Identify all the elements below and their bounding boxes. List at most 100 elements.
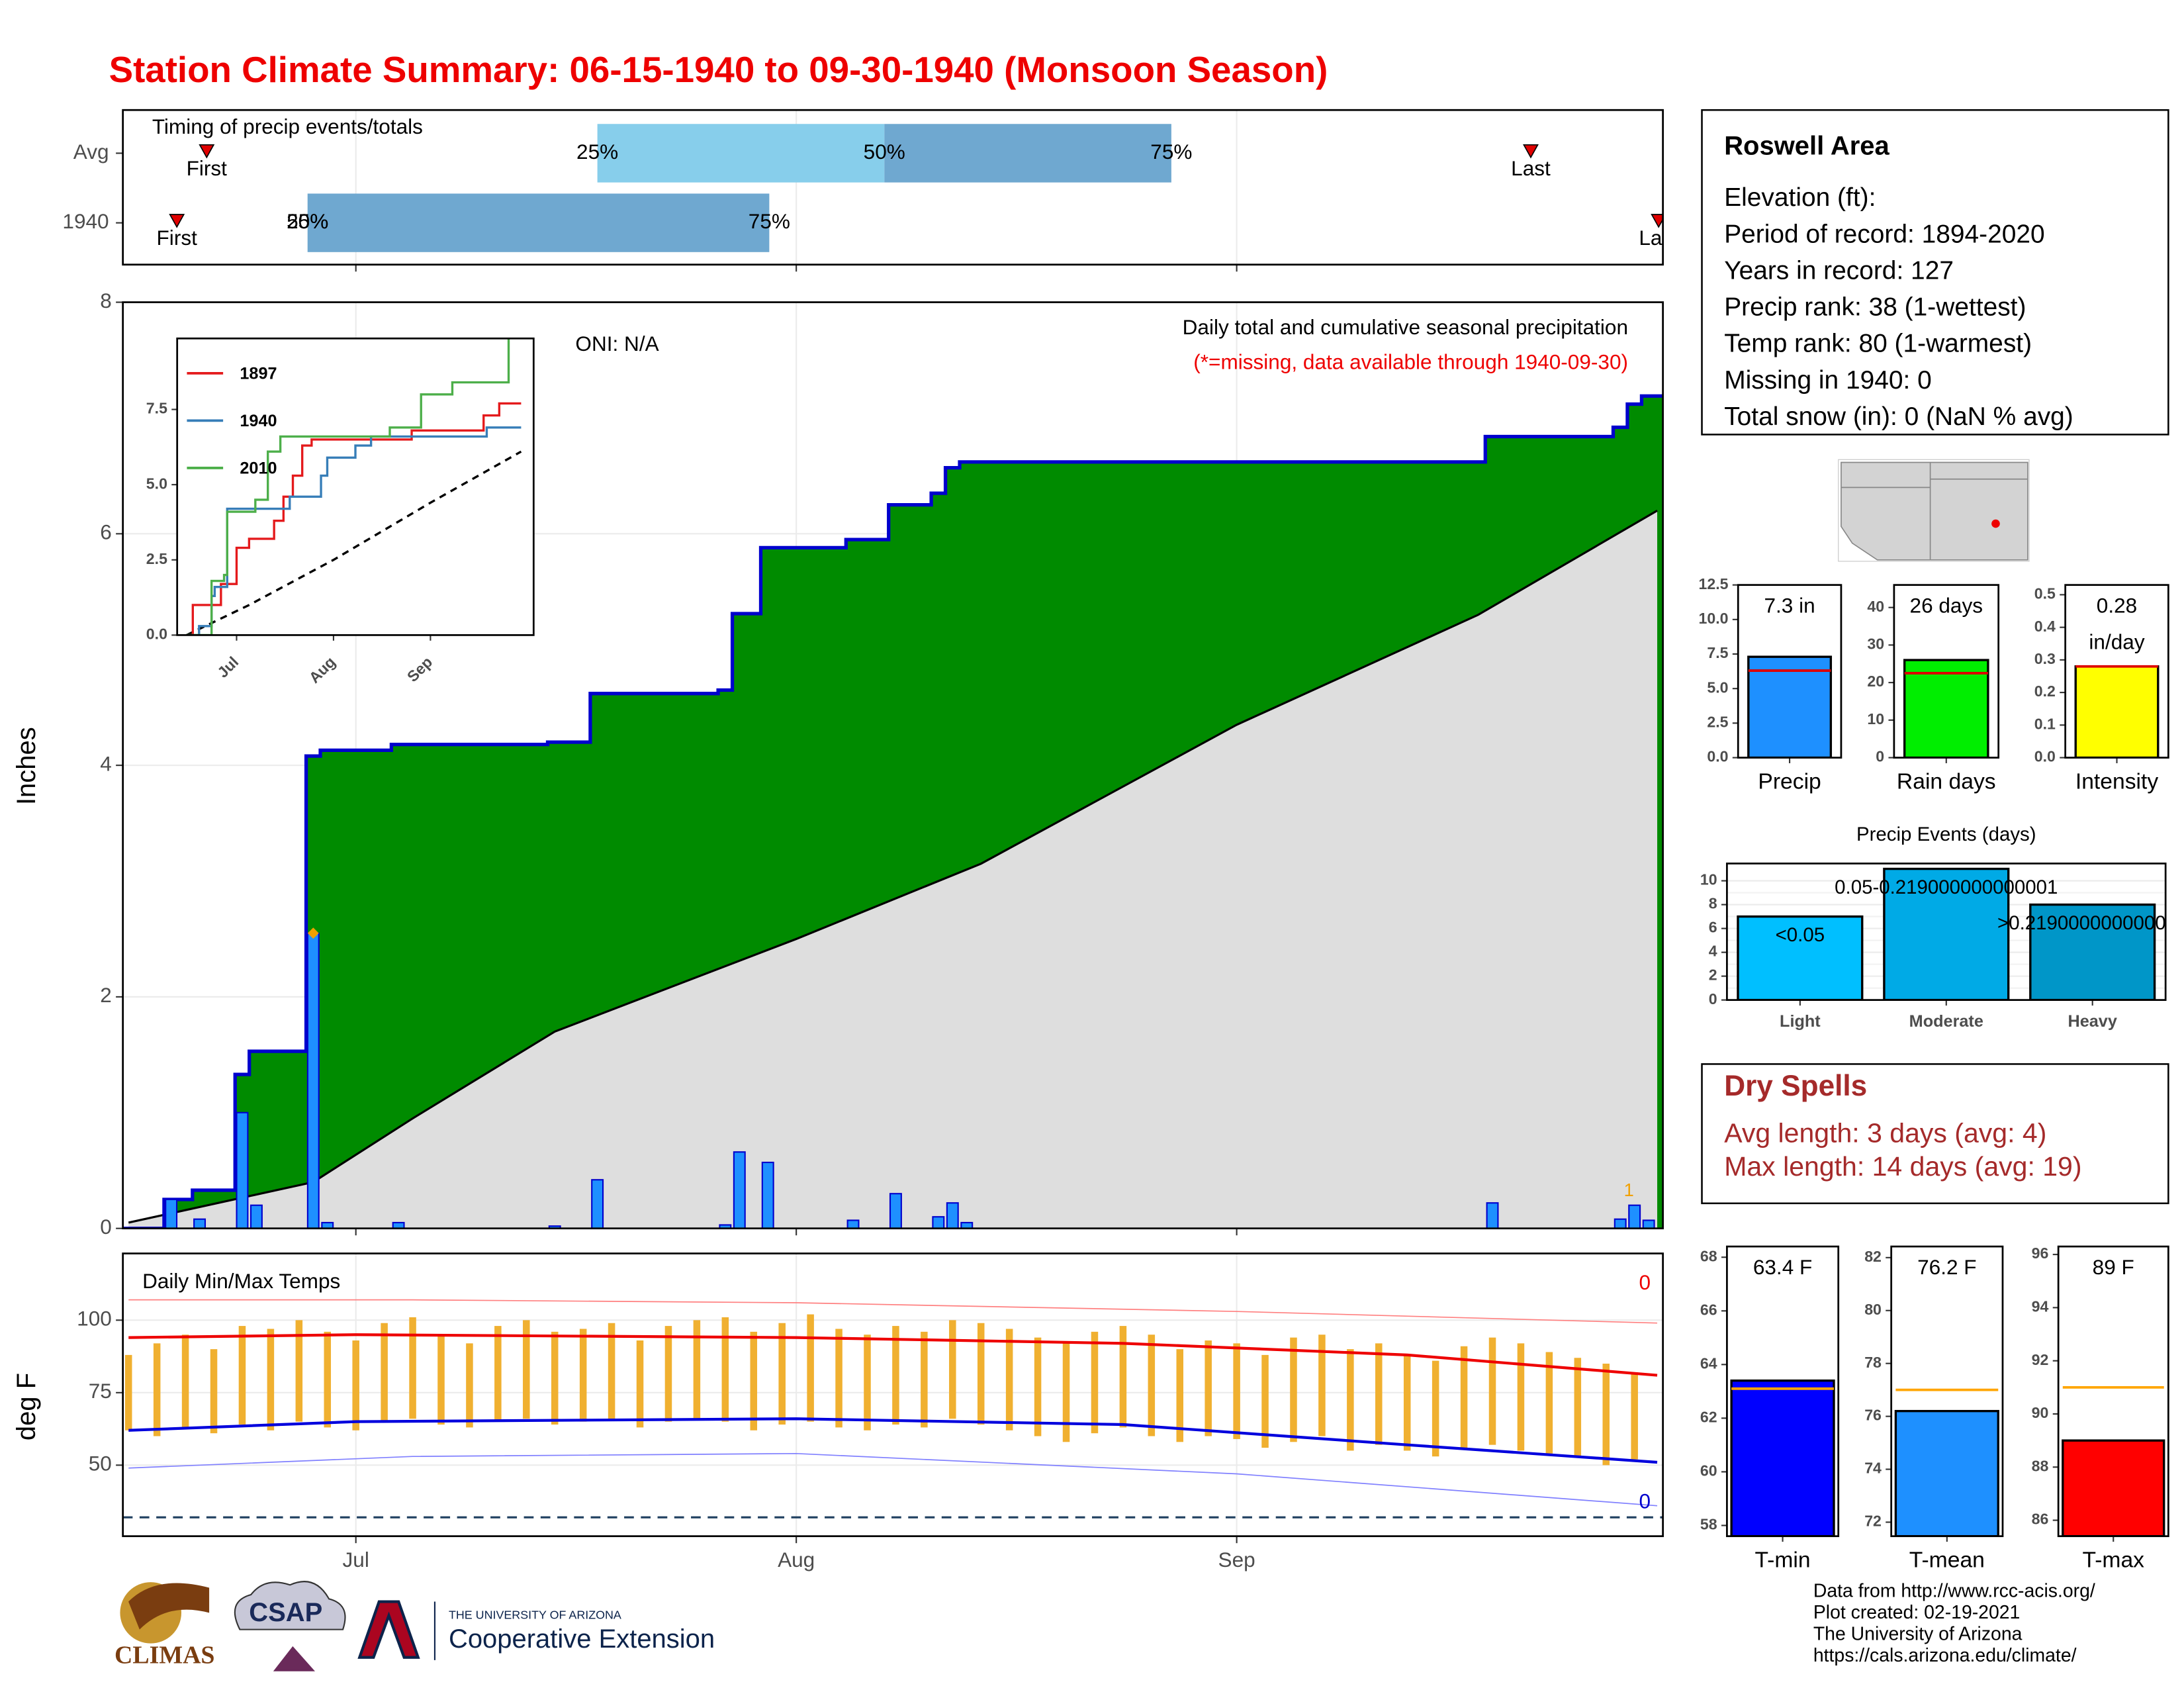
y-tick-label: 82: [1864, 1248, 1882, 1265]
max-marker: [307, 927, 319, 939]
series-line: [186, 402, 522, 635]
x-tick-label: Intensity: [2075, 769, 2159, 794]
daily-bar: [1642, 1219, 1655, 1229]
temp-bar: [551, 1331, 559, 1425]
temp-bar: [324, 1331, 332, 1428]
percent-label: 75%: [1150, 140, 1192, 164]
text-line: Missing in 1940: 0: [1724, 366, 1932, 395]
text-line: Years in record: 127: [1724, 256, 1954, 285]
plot-area: 0.28 in/day: [2074, 594, 2160, 758]
temp-bar: [153, 1343, 161, 1436]
logos: CLIMAS CSAP THE UNIVERSITY OF ARIZONA Co…: [114, 1581, 715, 1671]
daily-bar: [1614, 1218, 1627, 1229]
temp-bar: [892, 1326, 899, 1425]
chart-title: Precip Events (days): [1856, 823, 2036, 845]
bar: [1883, 867, 2010, 1000]
text-line: Period of record: 1894-2020: [1724, 220, 2045, 248]
dry-spells-lines: Avg length: 3 days (avg: 4)Max length: 1…: [1724, 1118, 2081, 1182]
climas-emblem: [128, 1583, 210, 1630]
bar: [2029, 903, 2156, 1000]
normal-min-line: [128, 1417, 1658, 1464]
temp-bar: [1347, 1349, 1354, 1451]
y-tick-label: 12.5: [1698, 575, 1728, 592]
panel-border: [122, 1252, 1664, 1538]
temp-bar: [1233, 1343, 1240, 1439]
panel-border: [176, 337, 535, 636]
y-tick-label: 86: [2032, 1511, 2049, 1528]
annotation: (*=missing, data available through 1940-…: [1193, 350, 1628, 373]
flag-label: 1: [1624, 1180, 1634, 1200]
map-states: [1841, 461, 2028, 561]
climas-logo: CLIMAS: [114, 1641, 214, 1669]
temp-bar: [352, 1340, 359, 1430]
daily-bar: [846, 1219, 860, 1229]
temp-bar: [664, 1326, 672, 1422]
annotation: 0: [1639, 1489, 1651, 1513]
record-low-line: [128, 1452, 1658, 1507]
y-tick-label: 0.0: [1707, 748, 1728, 765]
y-tick-label: 0: [100, 1215, 112, 1239]
y-tick-label: 0.0: [2034, 748, 2056, 765]
y-tick-label: 75: [89, 1379, 112, 1403]
temp-bar: [636, 1340, 644, 1428]
y-tick-label: 0: [1709, 990, 1717, 1008]
y-tick-label: 8: [1709, 895, 1717, 912]
text-line: https://cals.arizona.edu/climate/: [1813, 1645, 2077, 1666]
marker-label: First: [157, 226, 198, 250]
percent-label: 75%: [749, 209, 790, 233]
bar: [1903, 659, 1989, 758]
y-tick-label: 4: [1709, 943, 1717, 960]
text-line: Total snow (in): 0 (NaN % avg): [1724, 402, 2073, 431]
temp-bar: [1545, 1352, 1553, 1454]
y-tick-label: 80: [1864, 1301, 1882, 1318]
y-tick-label: 58: [1700, 1516, 1717, 1533]
value-label: >0.219000000000000: [1997, 912, 2184, 934]
timing-marker: [1523, 144, 1539, 159]
panel-title: Timing of precip events/totals: [152, 115, 423, 138]
y-tick-label: 0.0: [146, 626, 167, 643]
temp-bar: [267, 1329, 275, 1430]
plot-area: <0.05 0.05-0.219000000000001 >0.2190000000…: [1737, 867, 2184, 1000]
percent-label: 50%: [864, 140, 905, 164]
daily-bar: [1486, 1202, 1499, 1229]
temp-bar: [693, 1320, 701, 1419]
y-tick-label: 5.0: [1707, 679, 1728, 696]
extension-name: Cooperative Extension: [449, 1624, 715, 1654]
daily-bar: [392, 1221, 405, 1229]
temp-bar: [1403, 1354, 1411, 1451]
value-label: 0.28: [2097, 594, 2137, 618]
y-tick-label: 94: [2032, 1297, 2049, 1315]
temp-bar: [807, 1314, 814, 1422]
y-tick-label: 92: [2032, 1351, 2049, 1368]
y-tick-label: 4: [100, 751, 112, 775]
value-label: 26 days: [1910, 594, 1983, 618]
temp-bar: [1148, 1335, 1156, 1436]
temp-bar: [381, 1323, 388, 1422]
ua-logo: [357, 1600, 420, 1659]
y-tick-label: 78: [1864, 1354, 1882, 1371]
y-tick-label: 7.5: [146, 400, 167, 417]
daily-bar: [889, 1193, 902, 1229]
timing-bar: [884, 124, 1171, 183]
text-line: Elevation (ft):: [1724, 183, 1876, 212]
record-high-line: [128, 1299, 1658, 1324]
daily-bar: [193, 1218, 206, 1229]
temp-bar: [1318, 1335, 1326, 1436]
text-line: Max length: 14 days (avg: 19): [1724, 1151, 2081, 1182]
panel-border: [2057, 1245, 2169, 1538]
y-axis-label: deg F: [12, 1373, 41, 1440]
csap-logo: CSAP: [249, 1598, 322, 1627]
daily-bar: [733, 1151, 746, 1229]
x-tick-label: Jul: [343, 1548, 369, 1571]
dry-spells-title: Dry Spells: [1724, 1070, 1867, 1102]
timing-marker: [169, 214, 185, 228]
text-line: Data from http://www.rcc-acis.org/: [1813, 1580, 2095, 1601]
text-line: The University of Arizona: [1813, 1624, 2023, 1645]
inset-bg: [177, 338, 534, 635]
temp-bar: [864, 1335, 871, 1430]
percent-label: 50%: [287, 209, 328, 233]
daily-bar: [761, 1161, 774, 1229]
dry-spells-box: [1701, 1063, 2169, 1205]
y-tick-label: 0.1: [2034, 715, 2056, 732]
